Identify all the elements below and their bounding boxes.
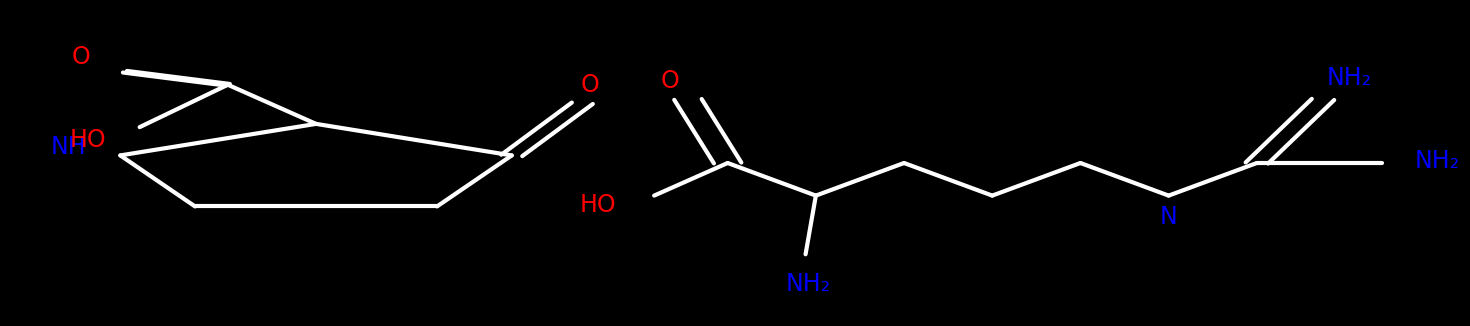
Text: NH₂: NH₂	[1416, 149, 1460, 173]
Text: O: O	[72, 45, 90, 69]
Text: NH: NH	[51, 135, 87, 159]
Text: NH₂: NH₂	[1327, 66, 1372, 90]
Text: N: N	[1160, 205, 1177, 229]
Text: O: O	[662, 69, 679, 94]
Text: O: O	[581, 73, 600, 97]
Text: HO: HO	[71, 128, 106, 152]
Text: NH₂: NH₂	[786, 272, 831, 296]
Text: HO: HO	[581, 193, 616, 217]
